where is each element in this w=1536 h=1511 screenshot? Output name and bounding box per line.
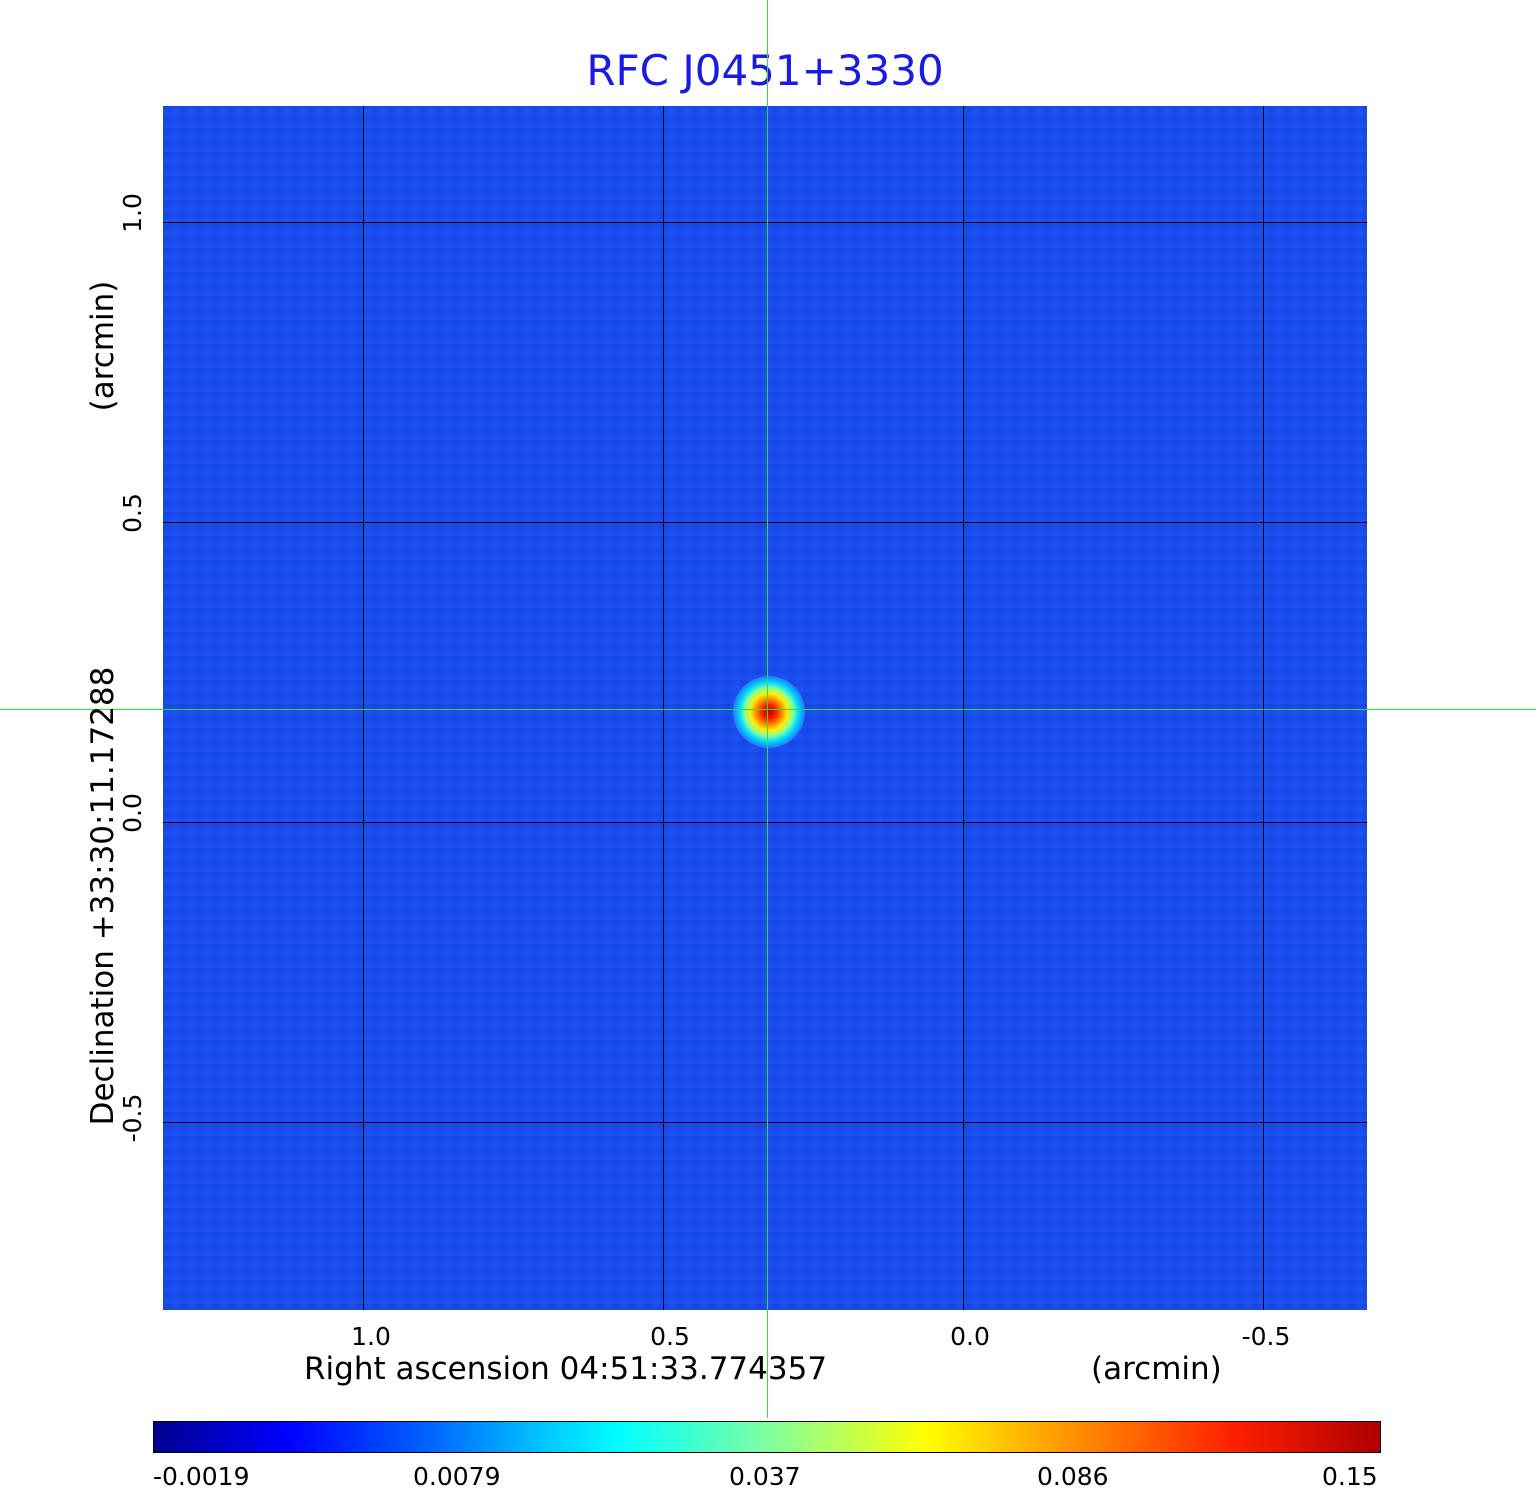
y-tick-label: 0.0 <box>118 793 147 833</box>
y-tick-label: 0.5 <box>118 493 147 533</box>
y-tick-label: 1.0 <box>118 193 147 233</box>
x-axis-unit: (arcmin) <box>1091 1351 1222 1387</box>
grid-line-x-0.0 <box>963 106 964 1310</box>
figure-title: RFC J0451+3330 <box>586 46 944 95</box>
x-tick-label: 0.0 <box>950 1322 990 1351</box>
grid-line-y-0.5 <box>163 522 1367 523</box>
grid-line-x-neg0.5 <box>1263 106 1264 1310</box>
crosshair-horizontal <box>0 709 1536 710</box>
grid-line-y-neg0.5 <box>163 1122 1367 1123</box>
y-axis-label: Declination +33:30:11.17288 <box>85 666 121 1126</box>
colorbar <box>153 1421 1381 1453</box>
x-tick-label: 1.0 <box>351 1322 391 1351</box>
colorbar-tick-label: 0.15 <box>1322 1462 1378 1491</box>
intensity-map <box>163 106 1367 1310</box>
grid-line-x-0.5 <box>663 106 664 1310</box>
colorbar-tick-label: -0.0019 <box>153 1462 250 1491</box>
colorbar-tick-label: 0.086 <box>1037 1462 1109 1491</box>
x-tick-label: -0.5 <box>1241 1322 1291 1351</box>
colorbar-tick-label: 0.037 <box>729 1462 801 1491</box>
x-axis-label: Right ascension 04:51:33.774357 <box>304 1351 828 1387</box>
y-tick-label: -0.5 <box>118 1093 147 1143</box>
source-peak <box>733 676 805 748</box>
x-tick-label: 0.5 <box>650 1322 690 1351</box>
grid-line-x-1.0 <box>363 106 364 1310</box>
y-axis-unit: (arcmin) <box>85 280 121 412</box>
grid-line-y-0.0 <box>163 822 1367 823</box>
colorbar-tick-label: 0.0079 <box>413 1462 501 1491</box>
grid-line-y-1.0 <box>163 222 1367 223</box>
